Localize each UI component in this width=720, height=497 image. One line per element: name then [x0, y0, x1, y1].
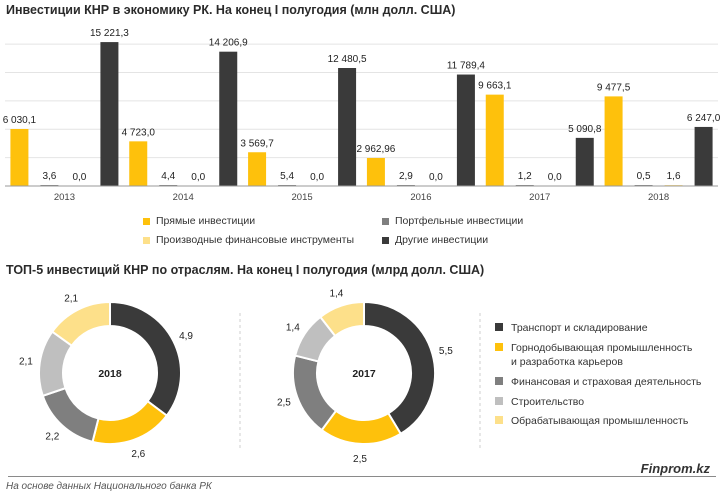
slice-label-mining-2018: 2,6 [131, 449, 145, 460]
data-label-portfolio-2014: 4,4 [161, 171, 175, 182]
slice-transport-2017 [363, 300, 436, 436]
source-note: На основе данных Национального банка РК [6, 481, 212, 492]
x-tick-2017: 2017 [529, 192, 550, 203]
data-label-derivatives-2015: 0,0 [310, 172, 324, 183]
legend-swatch-finance [495, 377, 503, 385]
legend-swatch-manufacturing [495, 416, 503, 424]
legend-swatch-other [382, 236, 389, 244]
donut-charts-top5: 4,9 2,6 2,2 2,1 2,1 2018 5,5 2,5 2,5 1,4 1,4 2017 [19, 289, 481, 465]
x-tick-2014: 2014 [173, 192, 194, 203]
slice-manufacturing-2017 [318, 300, 365, 338]
brand-logo-text: Finprom.kz [640, 461, 710, 476]
slice-label-finance-2017: 2,5 [277, 398, 291, 409]
bar-direct-2016 [366, 157, 385, 186]
x-tick-2018: 2018 [648, 192, 669, 203]
legend-swatch-direct [143, 217, 150, 225]
slice-label-construction-2018: 2,1 [19, 357, 33, 368]
data-label-direct-2015: 3 569,7 [240, 138, 274, 149]
data-label-portfolio-2013: 3,6 [42, 171, 56, 182]
legend-item-derivatives: Производные финансовые инструменты [143, 234, 354, 246]
data-label-derivatives-2016: 0,0 [429, 172, 443, 183]
bar-direct-2017 [485, 94, 504, 186]
slice-label-transport-2017: 5,5 [439, 346, 453, 357]
legend-label-manufacturing: Обрабатывающая промышленность [511, 415, 689, 427]
legend-label-direct: Прямые инвестиции [156, 215, 256, 227]
legend-label-portfolio: Портфельные инвестиции [395, 215, 524, 227]
data-label-portfolio-2018: 0,5 [637, 171, 651, 182]
legend-swatch-portfolio [382, 217, 389, 225]
data-label-derivatives-2013: 0,0 [72, 172, 86, 183]
data-label-direct-2013: 6 030,1 [3, 115, 37, 126]
legend-item-portfolio: Портфельные инвестиции [382, 215, 523, 227]
bar-other-2014 [219, 51, 238, 186]
bar-direct-2013 [10, 128, 29, 186]
legend-label-other: Другие инвестиции [395, 234, 489, 246]
slice-manufacturing-2018 [50, 300, 111, 348]
bar-other-2016 [456, 74, 475, 186]
donut-center-2018: 2018 [98, 368, 122, 380]
slice-transport-2018 [109, 300, 182, 418]
data-label-other-2013: 15 221,3 [90, 28, 129, 39]
slice-label-construction-2017: 1,4 [286, 323, 300, 334]
data-label-direct-2016: 2 962,96 [356, 144, 395, 155]
data-label-other-2018: 6 247,0 [687, 113, 720, 124]
slice-finance-2017 [292, 354, 338, 432]
data-label-other-2016: 11 789,4 [447, 61, 486, 72]
legend-item-finance: Финансовая и страховая деятельность [495, 375, 720, 389]
x-tick-2015: 2015 [292, 192, 313, 203]
data-label-direct-2018: 9 477,5 [597, 82, 631, 93]
legend-item-construction: Строительство [495, 395, 720, 409]
data-label-derivatives-2017: 0,0 [548, 172, 562, 183]
slice-mining-2017 [320, 409, 403, 445]
bar-other-2017 [575, 137, 594, 186]
chart-title-top5: ТОП-5 инвестиций КНР по отраслям. На кон… [6, 263, 485, 277]
chart-title-investments: Инвестиции КНР в экономику РК. На конец … [6, 3, 456, 17]
legend-label-finance: Финансовая и страховая деятельность [511, 376, 702, 388]
legend-label-transport: Транспорт и складирование [511, 322, 648, 334]
data-label-derivatives-2014: 0,0 [191, 172, 205, 183]
legend-label-mining: Горнодобывающая промышленность и разрабо… [511, 342, 693, 368]
slice-mining-2018 [91, 399, 169, 445]
data-label-other-2014: 14 206,9 [209, 38, 248, 49]
footer-divider [8, 476, 716, 477]
bar-other-2015 [338, 68, 357, 186]
data-label-direct-2017: 9 663,1 [478, 81, 512, 92]
slice-label-finance-2018: 2,2 [45, 431, 59, 442]
legend-swatch-mining [495, 343, 503, 351]
legend-item-direct: Прямые инвестиции [143, 215, 255, 227]
legend-label-derivatives: Производные финансовые инструменты [156, 234, 355, 246]
x-tick-2013: 2013 [54, 192, 75, 203]
data-label-direct-2014: 4 723,0 [122, 127, 156, 138]
legend-item-transport: Транспорт и складирование [495, 321, 720, 335]
slice-label-mining-2017: 2,5 [353, 454, 367, 465]
bar-direct-2014 [129, 141, 148, 186]
bar-chart-investments: 6 030,1 3,6 0,0 15 221,3 2013 4 723,0 4,4 0,0 14… [3, 28, 720, 203]
legend-item-manufacturing: Обрабатывающая промышленность [495, 414, 720, 428]
bar-other-2013 [100, 42, 119, 187]
legend-item-mining: Горнодобывающая промышленность и разрабо… [495, 341, 720, 369]
data-label-other-2017: 5 090,8 [568, 124, 602, 135]
slice-label-manufacturing-2017: 1,4 [329, 289, 343, 300]
data-label-other-2015: 12 480,5 [328, 54, 367, 65]
legend-label-construction: Строительство [511, 396, 585, 408]
data-label-portfolio-2017: 1,2 [518, 171, 532, 182]
legend-swatch-derivatives [143, 236, 150, 244]
data-label-portfolio-2016: 2,9 [399, 171, 413, 182]
legend-item-other: Другие инвестиции [382, 234, 488, 246]
slice-label-transport-2018: 4,9 [179, 331, 193, 342]
bar-other-2018 [694, 126, 713, 186]
slice-label-manufacturing-2018: 2,1 [64, 293, 78, 304]
donut-center-2017: 2017 [352, 368, 376, 380]
legend-swatch-construction [495, 397, 503, 405]
data-label-portfolio-2015: 5,4 [280, 171, 294, 182]
x-tick-2016: 2016 [410, 192, 431, 203]
bar-direct-2018 [604, 96, 623, 186]
bar-direct-2015 [248, 152, 267, 186]
data-label-derivatives-2018: 1,6 [667, 171, 681, 182]
legend-swatch-transport [495, 323, 503, 331]
